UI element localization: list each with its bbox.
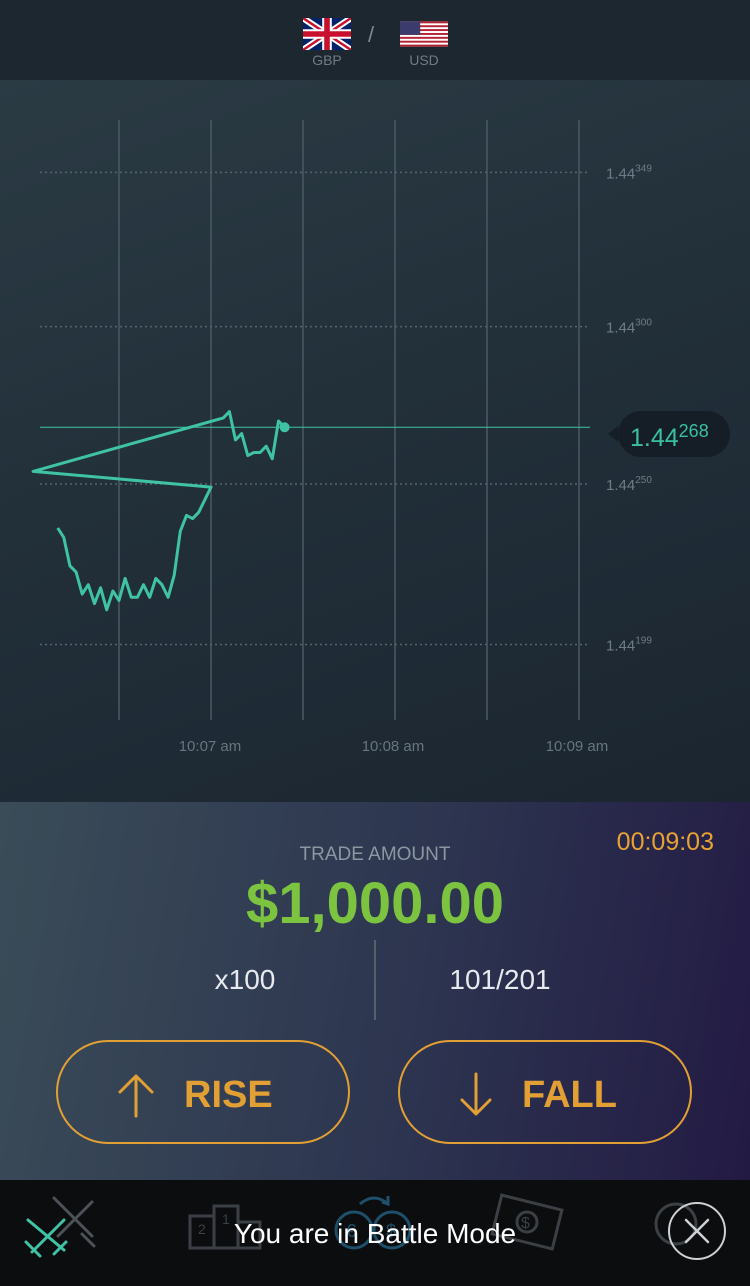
battle-mode-message: You are in Battle Mode <box>233 1218 517 1249</box>
divider <box>374 940 376 1020</box>
currency-pair-header: GBP / USD <box>0 0 750 80</box>
svg-text:2: 2 <box>198 1221 206 1237</box>
current-price-marker <box>279 422 290 433</box>
arrow-down-icon <box>460 1072 492 1116</box>
pair-separator: / <box>368 22 375 47</box>
bottom-nav: 2 1 € $ $ You are in Battle Mode <box>0 1180 750 1286</box>
svg-text:1: 1 <box>222 1211 230 1227</box>
price-series-line <box>31 410 286 612</box>
trade-amount-label: TRADE AMOUNT <box>299 844 451 865</box>
trade-panel: 00:09:03 TRADE AMOUNT $1,000.00 x100 101… <box>0 802 750 1180</box>
cash-icon[interactable]: $ <box>488 1190 568 1260</box>
countdown-timer: 00:09:03 <box>616 828 714 856</box>
close-button[interactable] <box>668 1202 726 1260</box>
base-currency-code: GBP <box>312 52 342 68</box>
fall-label: FALL <box>522 1074 617 1116</box>
multiplier-value[interactable]: x100 <box>214 964 276 995</box>
x-tick-label: 10:09 am <box>545 738 609 755</box>
arrow-up-icon <box>118 1074 154 1118</box>
close-icon <box>684 1218 710 1244</box>
y-tick-label: 1.44349 <box>606 163 652 182</box>
price-chart: 1.44349 1.44300 1.44250 1.44199 1.44268 10:… <box>0 80 750 802</box>
currency-exchange-icon[interactable]: € $ <box>330 1190 420 1260</box>
base-currency[interactable]: GBP <box>287 18 367 68</box>
fall-button[interactable]: FALL <box>398 1040 692 1144</box>
current-price-fraction: 268 <box>678 421 709 441</box>
trade-amount-value[interactable]: $1,000.00 <box>245 871 505 936</box>
rise-button[interactable]: RISE <box>56 1040 350 1144</box>
y-tick-label: 1.44300 <box>606 318 652 337</box>
svg-text:$: $ <box>521 1215 530 1232</box>
y-tick-label: 1.44199 <box>606 635 652 654</box>
rise-label: RISE <box>184 1074 273 1116</box>
svg-text:€: € <box>346 1221 356 1241</box>
x-tick-label: 10:07 am <box>178 738 242 755</box>
uk-flag-icon <box>303 18 351 50</box>
price-chart-svg: 1.44349 1.44300 1.44250 1.44199 <box>31 120 652 720</box>
us-flag-icon <box>400 21 448 47</box>
current-price-main: 1.44 <box>630 424 679 452</box>
trade-counter: 101/201 <box>449 964 551 995</box>
y-tick-label: 1.44250 <box>606 475 652 494</box>
x-tick-label: 10:08 am <box>361 738 425 755</box>
leaderboard-icon[interactable]: 2 1 <box>186 1190 266 1260</box>
quote-currency-code: USD <box>409 52 439 68</box>
quote-currency[interactable]: USD <box>384 18 464 68</box>
svg-text:$: $ <box>386 1221 396 1241</box>
battle-swords-icon[interactable] <box>20 1190 102 1260</box>
current-price-tag: 1.44268 <box>608 411 730 457</box>
